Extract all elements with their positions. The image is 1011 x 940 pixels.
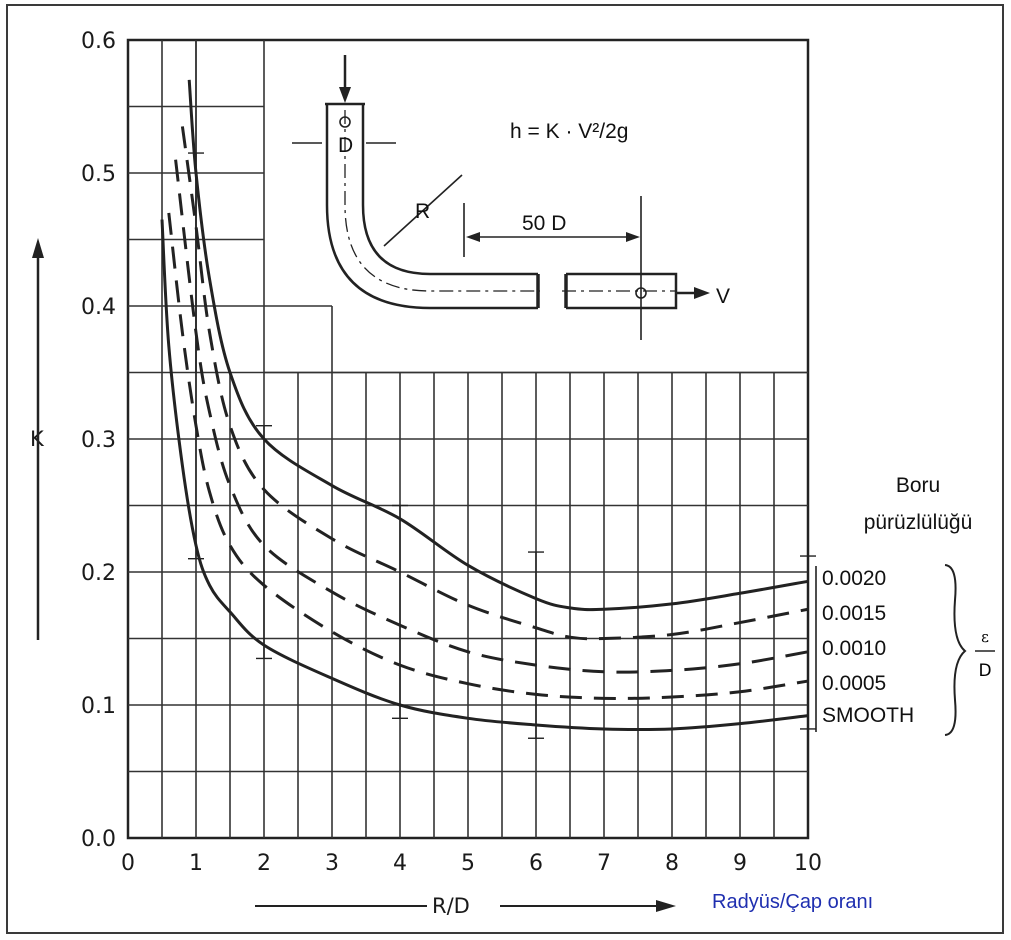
inset-label-length: 50 D [522,212,566,235]
legend-title-line1: Boru [896,474,940,497]
length-dim-arrow-right [626,232,640,242]
legend-entry: 0.0015 [822,602,886,625]
y-tick-label: 0.3 [81,428,116,453]
x-tick-label: 6 [529,851,543,876]
x-tick-label: 0 [121,851,135,876]
series-curves [160,79,809,732]
x-tick-label: 8 [665,851,679,876]
curve-smooth [160,219,809,732]
curve-00010 [174,159,809,674]
curve-00015 [180,126,809,641]
inlet-marker [339,116,351,128]
legend-curly-bracket [944,564,967,736]
x-tick-label: 9 [733,851,747,876]
legend-bracket-label-top: ε [981,628,989,646]
pipe-inner-wall [361,104,538,276]
y-axis-arrowhead [32,238,44,258]
y-tick-label: 0.0 [81,827,116,852]
x-axis-label: R/D [432,894,470,918]
y-tick-label: 0.1 [81,694,116,719]
x-tick-label: 1 [189,851,203,876]
inset-label-diameter: D [338,134,353,157]
x-tick-label: 10 [794,851,822,876]
x-axis-arrowhead [656,900,676,912]
y-tick-label: 0.2 [81,561,116,586]
legend-entry: SMOOTH [822,704,914,727]
inset-formula: h = K · V²/2g [510,120,628,143]
grid-lines [126,38,810,840]
y-tick-label: 0.5 [81,162,116,187]
x-tick-label: 3 [325,851,339,876]
curve-00020 [187,79,809,612]
legend-entry: 0.0010 [822,637,886,660]
legend-title-line2: pürüzlülüğü [864,511,973,534]
x-tick-label: 5 [461,851,475,876]
pipe-centerline [344,110,540,292]
legend-entry: 0.0005 [822,672,886,695]
inset-label-radius: R [415,200,430,223]
legend-entry: 0.0020 [822,567,886,590]
x-tick-label: 7 [597,851,611,876]
length-dim-arrow-left [466,232,480,242]
x-tick-label: 4 [393,851,407,876]
inset-label-velocity: V [716,285,730,308]
radius-leader [383,174,463,247]
x-tick-label: 2 [257,851,271,876]
pipe-outer-wall [325,104,538,310]
flow-out-arrowhead [694,287,710,299]
flow-in-arrowhead [339,87,351,103]
pipe-bend-diagram [292,55,710,340]
y-tick-label: 0.6 [81,29,116,54]
axis-ticks: 0 1 2 3 4 5 6 7 8 9 10 0.0 0.1 0.2 0.3 0.4 0.5 0.6 [81,29,822,876]
legend-bracket-label-bottom: D [978,661,991,681]
legend-entries: 0.0020 0.0015 0.0010 0.0005 SMOOTH [815,566,914,732]
y-tick-label: 0.4 [81,295,116,320]
figure-frame [6,4,1004,934]
x-axis-note: Radyüs/Çap oranı [712,891,873,913]
error-bars [188,152,816,739]
